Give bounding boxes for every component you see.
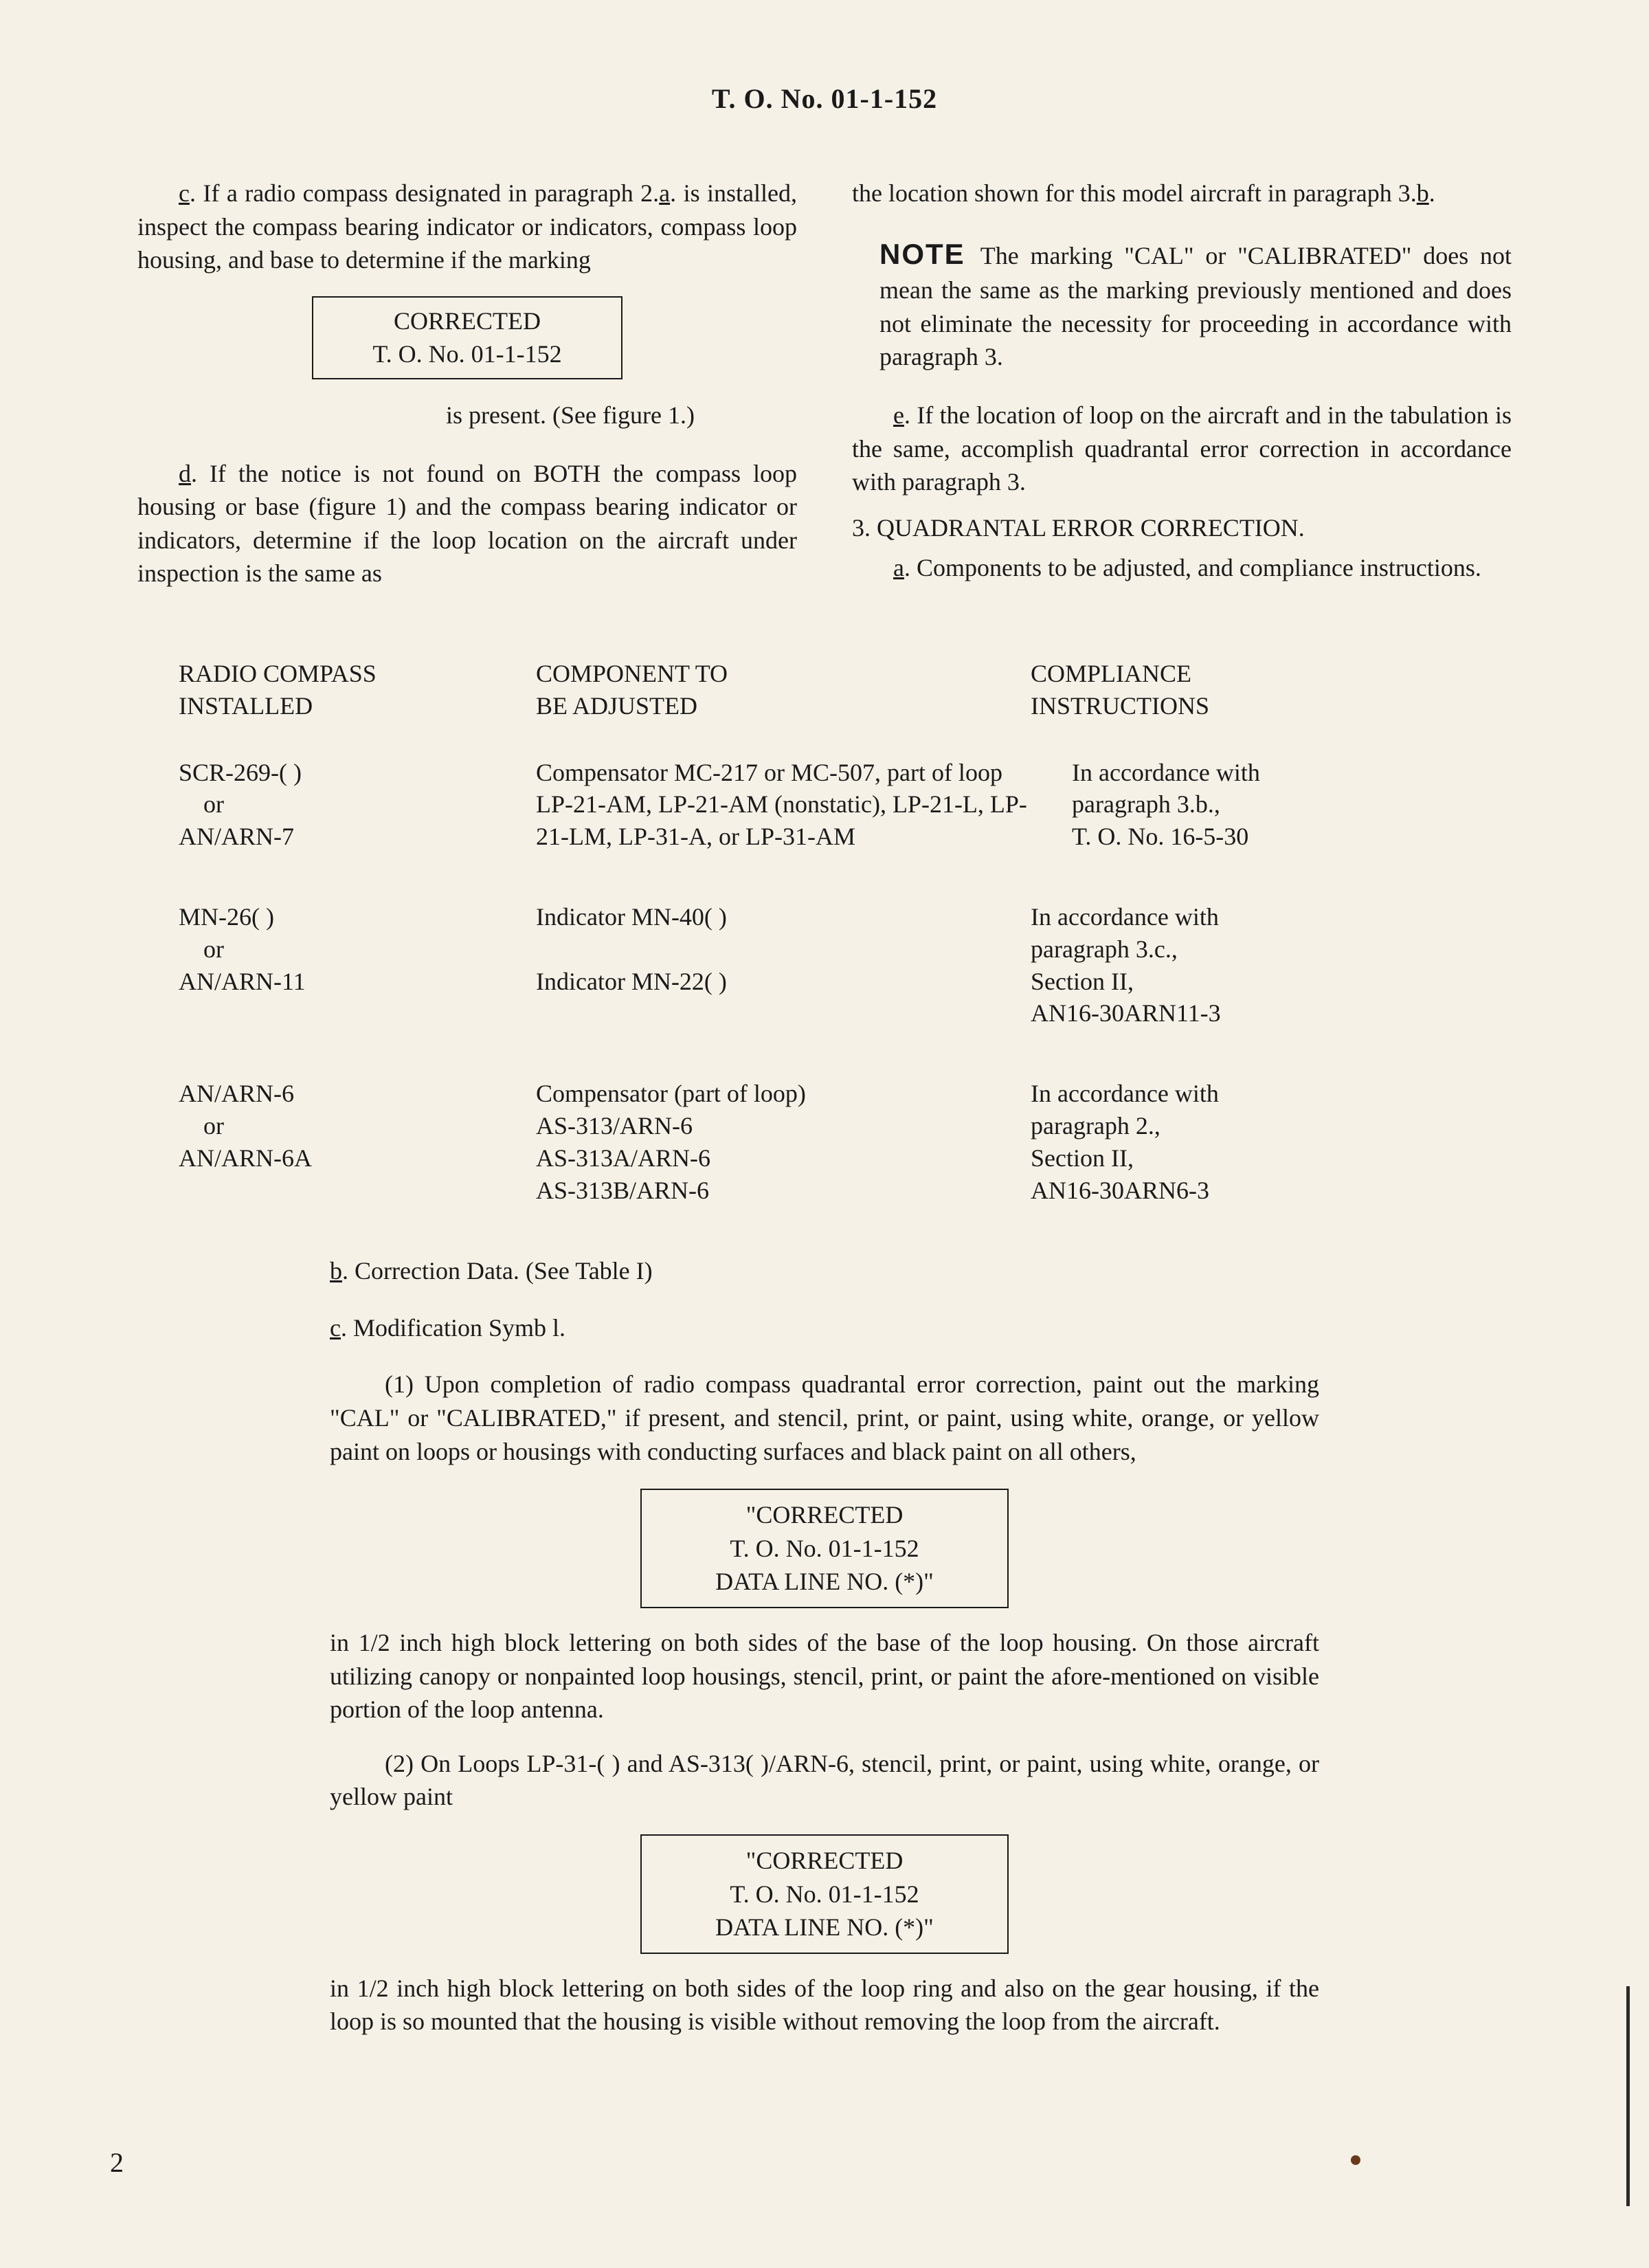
cell-r3c3: In accordance with paragraph 2., Section… xyxy=(1031,1078,1415,1206)
note-label: NOTE xyxy=(879,238,965,270)
left-column: c. If a radio compass designated in para… xyxy=(137,177,797,603)
page-number: 2 xyxy=(110,2146,124,2179)
box1-l1: "CORRECTED xyxy=(653,1498,996,1532)
table-header-row: RADIO COMPASS INSTALLED COMPONENT TO BE … xyxy=(179,658,1470,722)
para-cont-tail: . xyxy=(1429,179,1435,207)
box2-l2: T. O. No. 01-1-152 xyxy=(653,1878,996,1911)
corrected-data-box-2: "CORRECTED T. O. No. 01-1-152 DATA LINE … xyxy=(640,1834,1009,1954)
para-cont-b: b xyxy=(1417,179,1429,207)
para-c-a: a xyxy=(659,179,670,207)
th-compliance: COMPLIANCE INSTRUCTIONS xyxy=(1031,658,1415,722)
para-e-letter: e xyxy=(893,401,904,429)
cell-r1c2: Compensator MC-217 or MC-507, part of lo… xyxy=(536,757,1072,853)
th-radio-compass: RADIO COMPASS INSTALLED xyxy=(179,658,536,722)
page-header: T. O. No. 01-1-152 xyxy=(137,82,1512,115)
item-3c-letter: c xyxy=(330,1314,341,1342)
cell-r2c1: MN-26( ) or AN/ARN-11 xyxy=(179,901,536,1030)
table-row: AN/ARN-6 or AN/ARN-6A Compensator (part … xyxy=(179,1078,1470,1206)
right-column: the location shown for this model aircra… xyxy=(852,177,1512,603)
para-2e: e. If the location of loop on the aircra… xyxy=(852,399,1512,499)
para-3a-body: . Components to be adjusted, and complia… xyxy=(904,554,1481,581)
note-block: NOTE The marking "CAL" or "CALIBRATED" d… xyxy=(879,235,1512,374)
item-3b-text: . Correction Data. (See Table I) xyxy=(342,1257,653,1285)
item-3c: c. Modification Symb l. xyxy=(330,1311,1319,1345)
para-d-letter: d xyxy=(179,460,191,487)
para-cont-pre: the location shown for this model aircra… xyxy=(852,179,1417,207)
cell-r2c3: In accordance with paragraph 3.c., Secti… xyxy=(1031,901,1415,1030)
to-number: T. O. No. 01-1-152 xyxy=(712,83,937,114)
table-row: MN-26( ) or AN/ARN-11 Indicator MN-40( )… xyxy=(179,901,1470,1030)
box1-l3: DATA LINE NO. (*)" xyxy=(653,1565,996,1599)
table-row: SCR-269-( ) or AN/ARN-7 Compensator MC-2… xyxy=(179,757,1470,853)
corrected-box-l2: T. O. No. 01-1-152 xyxy=(323,337,612,371)
lower-indent-block: b. Correction Data. (See Table I) c. Mod… xyxy=(330,1254,1319,2038)
scan-spot-artifact xyxy=(1351,2155,1360,2165)
compliance-table: RADIO COMPASS INSTALLED COMPONENT TO BE … xyxy=(179,658,1470,1206)
item-3b: b. Correction Data. (See Table I) xyxy=(330,1254,1319,1288)
corrected-box-l1: CORRECTED xyxy=(323,304,612,338)
page: T. O. No. 01-1-152 c. If a radio compass… xyxy=(0,0,1649,2268)
corrected-data-box-1: "CORRECTED T. O. No. 01-1-152 DATA LINE … xyxy=(640,1489,1009,1608)
para-3a-letter: a xyxy=(893,554,904,581)
note-text: The marking "CAL" or "CALIBRATED" does n… xyxy=(879,242,1512,371)
para-2d: d. If the notice is not found on BOTH th… xyxy=(137,457,797,590)
para-2c: c. If a radio compass designated in para… xyxy=(137,177,797,277)
para-e-body: . If the location of loop on the aircraf… xyxy=(852,401,1512,496)
section-3-title: 3. QUADRANTAL ERROR CORRECTION. xyxy=(852,511,1512,545)
cell-r3c1: AN/ARN-6 or AN/ARN-6A xyxy=(179,1078,536,1206)
present-line: is present. (See figure 1.) xyxy=(344,399,797,432)
para-d-body: . If the notice is not found on BOTH the… xyxy=(137,460,797,588)
para-c-body-1: . If a radio compass designated in parag… xyxy=(190,179,659,207)
para-3c1: (1) Upon completion of radio compass qua… xyxy=(330,1368,1319,1468)
two-column-region: c. If a radio compass designated in para… xyxy=(137,177,1512,603)
item-3c-text: . Modification Symb l. xyxy=(341,1314,565,1342)
cell-r1c1: SCR-269-( ) or AN/ARN-7 xyxy=(179,757,536,853)
scan-edge-artifact xyxy=(1626,1986,1630,2206)
box2-l1: "CORRECTED xyxy=(653,1844,996,1878)
box1-l2: T. O. No. 01-1-152 xyxy=(653,1532,996,1566)
item-3b-letter: b xyxy=(330,1257,342,1285)
para-c-letter: c xyxy=(179,179,190,207)
para-3a: a. Components to be adjusted, and compli… xyxy=(852,551,1512,585)
box2-l3: DATA LINE NO. (*)" xyxy=(653,1911,996,1944)
para-3c2-after: in 1/2 inch high block lettering on both… xyxy=(330,1972,1319,2038)
cell-r3c2: Compensator (part of loop) AS-313/ARN-6 … xyxy=(536,1078,1031,1206)
cell-r2c2: Indicator MN-40( ) Indicator MN-22( ) xyxy=(536,901,1031,1030)
cell-r1c3: In accordance with paragraph 3.b., T. O.… xyxy=(1072,757,1457,853)
para-3c2: (2) On Loops LP-31-( ) and AS-313( )/ARN… xyxy=(330,1747,1319,1814)
para-cont: the location shown for this model aircra… xyxy=(852,177,1512,210)
corrected-box-left: CORRECTED T. O. No. 01-1-152 xyxy=(312,296,622,379)
para-3c1-after: in 1/2 inch high block lettering on both… xyxy=(330,1626,1319,1726)
th-component: COMPONENT TO BE ADJUSTED xyxy=(536,658,1031,722)
